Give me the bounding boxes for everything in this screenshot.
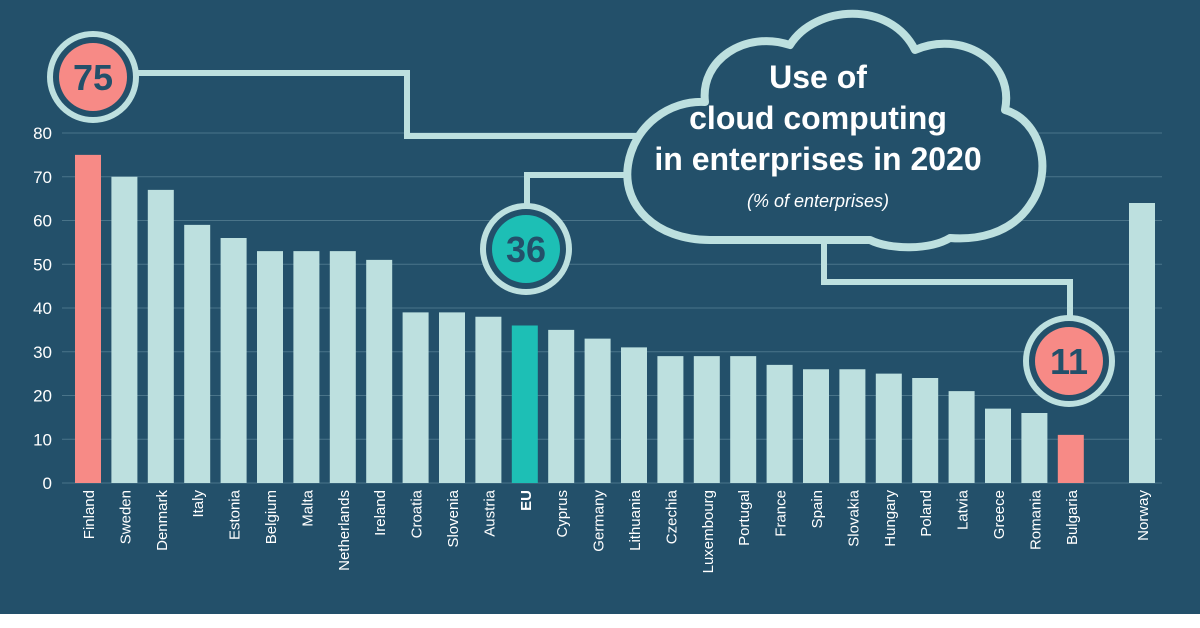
bubble-eu	[492, 215, 560, 283]
x-axis: Finland Sweden Denmark Italy Estonia Belgium M…	[81, 489, 1152, 573]
bubble-value-bulgaria: 11	[1050, 341, 1088, 382]
bar-malta	[293, 251, 320, 483]
bar-norway	[1129, 203, 1155, 483]
x-tick-label: Lithuania	[627, 489, 644, 551]
bar-greece	[985, 408, 1011, 483]
highlight-bubbles: 75 36 11	[47, 31, 1115, 407]
cloud-shape	[623, 9, 1047, 252]
bar-croatia	[402, 312, 429, 483]
connector-line-eu	[524, 172, 640, 215]
chart-title-line-2: cloud computing	[689, 100, 947, 136]
x-tick-label: Latvia	[955, 489, 972, 530]
x-tick-label: Sweden	[117, 490, 134, 544]
bar-portugal	[730, 356, 757, 483]
x-tick-label: Finland	[81, 490, 98, 539]
title-cloud: Use of cloud computing in enterprises in…	[623, 9, 1047, 252]
x-tick-label: Greece	[991, 490, 1008, 539]
y-axis: 0 10 20 30 40 50 60 70 80	[33, 124, 52, 493]
bar-latvia	[948, 391, 975, 483]
bar-ireland	[366, 259, 393, 483]
bar-poland	[912, 378, 939, 483]
bubble-finland	[59, 43, 127, 111]
y-tick-label: 60	[33, 212, 52, 231]
y-tick-label: 40	[33, 299, 52, 318]
bubble-bulgaria	[1035, 327, 1103, 395]
bar-austria	[475, 316, 502, 483]
bar-eu	[511, 325, 538, 483]
x-tick-label: Denmark	[154, 490, 171, 551]
chart-subtitle: (% of enterprises)	[747, 191, 889, 211]
x-tick-label: Croatia	[409, 489, 426, 538]
bar-belgium	[257, 251, 283, 483]
x-tick-label: Netherlands	[336, 490, 353, 571]
x-tick-label: Slovenia	[445, 489, 462, 547]
bar-slovenia	[439, 312, 465, 483]
bar-bulgaria	[1057, 434, 1084, 483]
x-tick-label: Luxembourg	[700, 490, 717, 573]
x-tick-label: Norway	[1135, 490, 1152, 541]
bar-finland	[75, 154, 101, 483]
x-tick-label: Italy	[190, 490, 207, 518]
bar-romania	[1021, 413, 1048, 483]
x-tick-label: Hungary	[882, 490, 899, 547]
bar-france	[766, 364, 793, 483]
bar-cyprus	[548, 329, 575, 483]
x-tick-label: Portugal	[736, 490, 753, 546]
y-tick-label: 70	[33, 168, 52, 187]
y-tick-label: 30	[33, 343, 52, 362]
x-tick-label: Estonia	[227, 489, 244, 540]
x-tick-label: France	[773, 490, 790, 537]
y-tick-label: 80	[33, 124, 52, 143]
bars	[75, 154, 1155, 483]
bubble-value-eu: 36	[506, 229, 546, 270]
x-tick-label: Czechia	[663, 489, 680, 544]
x-tick-label: Austria	[481, 489, 498, 536]
x-tick-label: Spain	[809, 490, 826, 528]
connector-line-min	[821, 242, 1073, 325]
bar-denmark	[147, 189, 174, 483]
bar-italy	[184, 224, 211, 483]
bar-slovakia	[839, 369, 866, 483]
connector-lines	[130, 70, 1073, 325]
chart-title-line-3: in enterprises in 2020	[654, 141, 981, 177]
chart-title-line-1: Use of	[769, 59, 867, 95]
bar-netherlands	[329, 251, 356, 483]
y-tick-label: 20	[33, 387, 52, 406]
bar-germany	[584, 338, 611, 483]
bar-sweden	[111, 176, 138, 483]
bubble-value-finland: 75	[73, 57, 113, 98]
bar-czechia	[657, 356, 684, 483]
bar-spain	[803, 369, 829, 483]
x-tick-label: Ireland	[372, 490, 389, 536]
bar-hungary	[875, 373, 902, 483]
bar-estonia	[220, 238, 247, 483]
x-tick-label: Slovakia	[845, 489, 862, 546]
x-tick-label: Malta	[299, 489, 316, 526]
y-tick-label: 0	[43, 474, 52, 493]
bar-lithuania	[621, 347, 647, 483]
x-tick-label: Cyprus	[554, 490, 571, 538]
x-tick-label: Bulgaria	[1064, 489, 1081, 545]
y-tick-label: 10	[33, 430, 52, 449]
x-tick-label: EU	[518, 490, 535, 511]
x-tick-label: Poland	[918, 490, 935, 537]
connector-line-max	[130, 70, 640, 139]
y-tick-label: 50	[33, 255, 52, 274]
x-tick-label: Belgium	[263, 490, 280, 544]
x-tick-label: Romania	[1027, 489, 1044, 550]
x-tick-label: Germany	[591, 490, 608, 552]
bar-luxembourg	[693, 356, 720, 483]
